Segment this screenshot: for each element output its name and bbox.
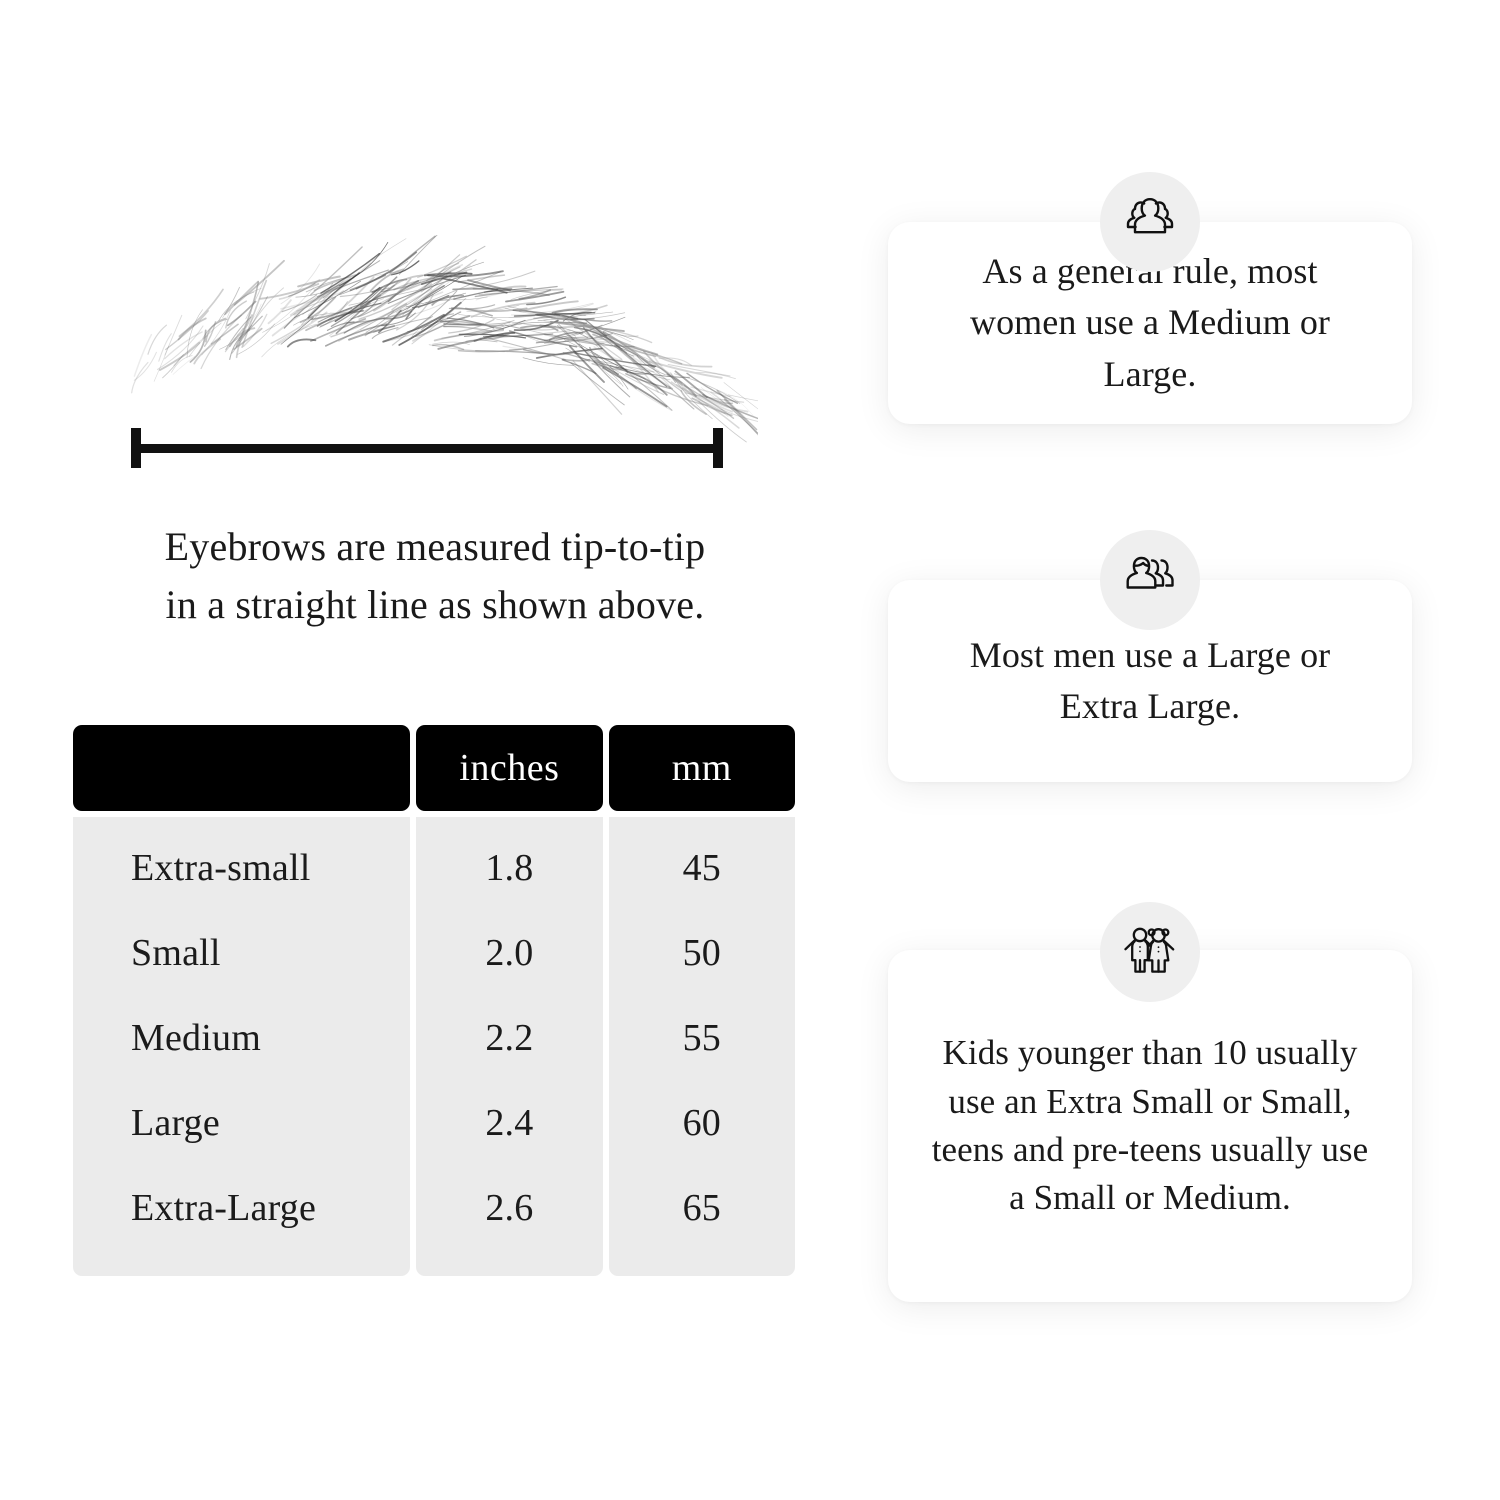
table-cell-inches: 2.0: [485, 931, 534, 974]
table-cell-inches: 2.6: [485, 1186, 534, 1229]
women-group-icon: [1100, 172, 1200, 272]
kids-icon: [1100, 902, 1200, 1002]
tip-card-kids: Kids younger than 10 usually use an Extr…: [888, 950, 1412, 1302]
tip-to-tip-measure-bar: [131, 428, 723, 468]
table-cell-mm: 55: [682, 1016, 721, 1059]
table-body: Extra-small Small Medium Large Extra-Lar…: [73, 817, 795, 1276]
table-cell-size: Large: [131, 1101, 220, 1144]
table-cell-mm: 45: [682, 846, 721, 889]
caption-line-2: in a straight line as shown above.: [165, 582, 705, 627]
table-header-row: inches mm: [73, 725, 795, 811]
tip-line: Kids younger than 10: [942, 1033, 1247, 1073]
table-cell-size: Extra-Large: [131, 1186, 317, 1229]
table-column-mm: 45 50 55 60 65: [608, 817, 795, 1276]
table-cell-size: Small: [131, 931, 221, 974]
tip-line: Small or Medium.: [1033, 1178, 1291, 1218]
caption-line-1: Eyebrows are measured tip-to-tip: [164, 524, 706, 569]
figure-caption: Eyebrows are measured tip-to-tip in a st…: [70, 518, 800, 634]
table-cell-inches: 1.8: [485, 846, 534, 889]
left-column: Eyebrows are measured tip-to-tip in a st…: [70, 235, 800, 1276]
tip-line: Most men use a Large or: [969, 634, 1331, 675]
table-header-mm: mm: [608, 725, 795, 811]
table-cell-inches: 2.4: [485, 1101, 534, 1144]
table-cell-mm: 65: [682, 1186, 721, 1229]
tip-line: Extra Large.: [1059, 686, 1241, 726]
table-column-size: Extra-small Small Medium Large Extra-Lar…: [73, 817, 411, 1276]
tips-card-column: As a general rule, most women use a Medi…: [888, 0, 1412, 1500]
men-group-icon: [1100, 530, 1200, 630]
tip-line: use a Medium or Large.: [1085, 302, 1331, 394]
table-cell-size: Medium: [131, 1016, 261, 1059]
tip-line: pre-teens usually use a: [1009, 1130, 1369, 1218]
table-header-size: [73, 725, 411, 811]
tip-line: Small or Small, teens and: [931, 1081, 1352, 1169]
eyebrow-illustration: [118, 235, 758, 485]
table-cell-mm: 50: [682, 931, 721, 974]
tip-card-kids-text: Kids younger than 10 usually use an Extr…: [930, 1029, 1370, 1222]
size-chart-table: inches mm Extra-small Small Medium Large…: [73, 725, 795, 1276]
tip-card-men-text: Most men use a Large or Extra Large.: [930, 630, 1370, 732]
table-cell-size: Extra-small: [131, 846, 311, 889]
table-cell-mm: 60: [682, 1101, 721, 1144]
table-column-inches: 1.8 2.0 2.2 2.4 2.6: [416, 817, 603, 1276]
table-cell-inches: 2.2: [485, 1016, 534, 1059]
table-header-inches: inches: [416, 725, 603, 811]
tip-line: usually use an Extra: [948, 1033, 1358, 1121]
